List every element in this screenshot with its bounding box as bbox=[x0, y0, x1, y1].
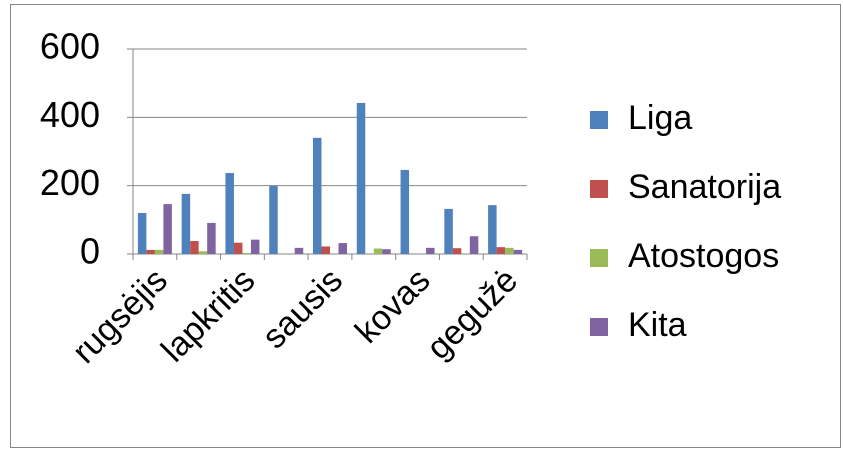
bar bbox=[146, 249, 155, 254]
bar bbox=[181, 193, 191, 254]
bar bbox=[452, 248, 462, 254]
bar bbox=[207, 222, 216, 254]
bar bbox=[356, 102, 366, 254]
legend-swatch bbox=[590, 318, 608, 336]
bar bbox=[233, 242, 243, 254]
legend-swatch bbox=[590, 180, 608, 198]
bar bbox=[469, 236, 479, 254]
bar bbox=[505, 247, 514, 254]
bar bbox=[242, 252, 251, 254]
bar bbox=[400, 169, 410, 254]
bar bbox=[269, 186, 278, 254]
bar bbox=[496, 247, 506, 254]
bar bbox=[163, 204, 172, 254]
bar bbox=[225, 173, 234, 254]
y-tick-label: 600 bbox=[40, 26, 100, 67]
legend-label: Kita bbox=[628, 306, 687, 344]
legend-swatch bbox=[590, 249, 608, 267]
legend-label: Liga bbox=[628, 99, 692, 137]
bar bbox=[513, 249, 523, 254]
bar bbox=[321, 246, 330, 254]
bar bbox=[294, 247, 304, 254]
bar bbox=[488, 205, 497, 254]
y-tick-label: 400 bbox=[40, 94, 100, 135]
bar bbox=[198, 251, 208, 254]
bar bbox=[373, 248, 383, 254]
y-tick-label: 0 bbox=[80, 231, 100, 272]
bar bbox=[382, 249, 391, 254]
bar bbox=[190, 241, 199, 254]
bar bbox=[444, 208, 453, 254]
legend-swatch bbox=[590, 111, 608, 129]
bar bbox=[426, 247, 435, 254]
bar bbox=[250, 239, 260, 254]
bar bbox=[338, 243, 347, 254]
bar bbox=[137, 213, 147, 254]
legend-label: Atostogos bbox=[628, 237, 779, 275]
chart-border bbox=[10, 4, 841, 448]
bar bbox=[154, 249, 164, 254]
y-tick-label: 200 bbox=[40, 162, 100, 203]
legend-label: Sanatorija bbox=[628, 168, 781, 206]
bar bbox=[313, 137, 322, 254]
